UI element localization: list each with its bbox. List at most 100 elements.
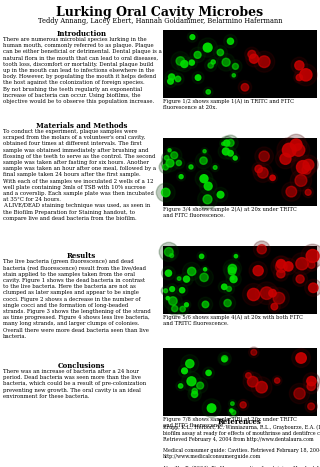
Circle shape — [224, 299, 231, 307]
Circle shape — [277, 138, 302, 163]
Circle shape — [266, 286, 279, 300]
Bar — [163, 138, 317, 206]
Circle shape — [247, 376, 258, 387]
Circle shape — [227, 139, 234, 147]
Circle shape — [271, 303, 278, 310]
Circle shape — [308, 403, 315, 410]
Circle shape — [287, 139, 310, 161]
Circle shape — [268, 173, 277, 183]
Circle shape — [249, 54, 259, 63]
Circle shape — [159, 242, 178, 262]
Circle shape — [248, 50, 256, 58]
Circle shape — [253, 163, 272, 183]
Circle shape — [234, 255, 237, 258]
Circle shape — [231, 410, 236, 415]
Circle shape — [249, 262, 267, 280]
Circle shape — [241, 84, 249, 91]
Circle shape — [271, 256, 292, 277]
Circle shape — [202, 399, 221, 417]
Circle shape — [188, 388, 201, 401]
Text: Results: Results — [67, 252, 96, 260]
Circle shape — [294, 388, 305, 399]
Circle shape — [304, 379, 319, 394]
Circle shape — [181, 60, 188, 68]
Circle shape — [189, 165, 193, 169]
Circle shape — [228, 407, 239, 417]
Circle shape — [221, 356, 228, 362]
Text: Krupp, K.L., Herbort, K., Winniazurna, R.L., Graybourze, E.A. (1997). A
biofilm : Krupp, K.L., Herbort, K., Winniazurna, R… — [163, 425, 320, 467]
Circle shape — [188, 267, 196, 276]
Circle shape — [280, 258, 297, 275]
Circle shape — [203, 195, 212, 204]
Circle shape — [201, 148, 208, 155]
Circle shape — [273, 256, 289, 272]
Circle shape — [296, 74, 302, 81]
Circle shape — [290, 139, 302, 151]
Circle shape — [258, 56, 270, 68]
Circle shape — [170, 287, 175, 291]
Circle shape — [308, 283, 318, 292]
Circle shape — [169, 74, 175, 80]
Circle shape — [162, 266, 175, 280]
Circle shape — [213, 187, 228, 202]
Circle shape — [159, 161, 172, 173]
Circle shape — [217, 191, 224, 198]
Bar — [163, 246, 317, 314]
Text: Figure 7/8 shows sample 3(B) at 20x under TRITC
and FITC fluorescence.: Figure 7/8 shows sample 3(B) at 20x unde… — [163, 417, 297, 428]
Text: Lurking Oral Cavity Microbes: Lurking Oral Cavity Microbes — [56, 6, 264, 19]
Circle shape — [224, 140, 230, 146]
Circle shape — [231, 402, 234, 405]
Circle shape — [306, 249, 319, 262]
Circle shape — [243, 370, 253, 381]
Circle shape — [230, 72, 237, 79]
Circle shape — [206, 370, 211, 375]
Circle shape — [167, 284, 178, 294]
Circle shape — [221, 284, 227, 290]
Circle shape — [166, 159, 174, 167]
Circle shape — [233, 156, 237, 160]
Circle shape — [252, 162, 266, 176]
Text: References: References — [218, 418, 262, 426]
Circle shape — [229, 60, 242, 73]
Circle shape — [228, 264, 236, 273]
Circle shape — [253, 241, 270, 258]
Circle shape — [178, 365, 191, 377]
Circle shape — [176, 57, 185, 65]
Circle shape — [296, 161, 309, 174]
Circle shape — [224, 147, 237, 159]
Circle shape — [167, 251, 176, 260]
Circle shape — [224, 263, 240, 279]
Circle shape — [251, 349, 257, 355]
Bar — [163, 30, 317, 98]
Circle shape — [203, 43, 212, 52]
Circle shape — [198, 297, 213, 311]
Circle shape — [273, 292, 285, 304]
Circle shape — [295, 64, 317, 86]
Circle shape — [256, 382, 268, 393]
Circle shape — [180, 272, 193, 286]
Circle shape — [168, 78, 173, 84]
Circle shape — [166, 297, 170, 300]
Circle shape — [289, 383, 310, 403]
Circle shape — [300, 69, 312, 81]
Circle shape — [197, 252, 206, 261]
Circle shape — [230, 409, 233, 412]
Circle shape — [307, 376, 316, 386]
Circle shape — [195, 75, 201, 80]
Circle shape — [206, 90, 211, 94]
Circle shape — [192, 389, 197, 394]
Circle shape — [211, 163, 219, 172]
Circle shape — [228, 268, 236, 275]
Circle shape — [291, 156, 315, 179]
Circle shape — [298, 162, 315, 178]
Circle shape — [179, 384, 183, 388]
Circle shape — [171, 152, 178, 159]
Circle shape — [198, 38, 217, 57]
Circle shape — [224, 35, 237, 48]
Circle shape — [222, 148, 229, 155]
Circle shape — [220, 295, 236, 311]
Circle shape — [195, 170, 213, 187]
Circle shape — [243, 372, 262, 391]
Circle shape — [292, 349, 310, 368]
Text: Figure 5/6 shows sample 4(A) at 20x with both FITC
and TRITC fluorescence.: Figure 5/6 shows sample 4(A) at 20x with… — [163, 315, 303, 326]
